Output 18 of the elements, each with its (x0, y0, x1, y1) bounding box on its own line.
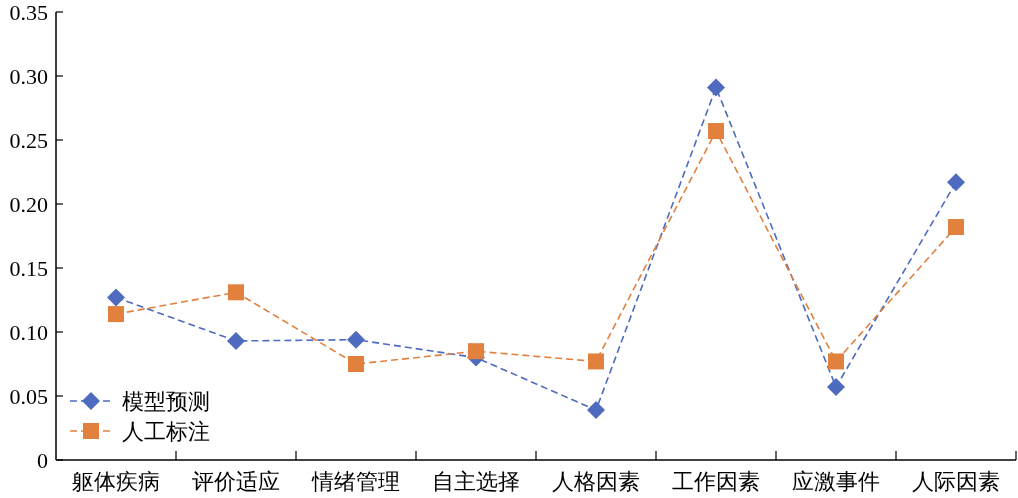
ytick-label: 0.10 (9, 319, 48, 345)
xtick-label: 情绪管理 (312, 469, 400, 494)
ytick-label: 0.15 (9, 255, 48, 281)
legend-label: 模型预测 (122, 388, 210, 414)
xtick-label: 工作因素 (672, 469, 760, 494)
ytick-label: 0.25 (9, 127, 48, 153)
ytick-label: 0.20 (9, 191, 48, 217)
legend-label: 人工标注 (122, 418, 210, 444)
xtick-label: 人际因素 (912, 469, 1000, 494)
ytick-label: 0.05 (9, 383, 48, 409)
xtick-label: 人格因素 (552, 469, 640, 494)
xtick-label: 评价适应 (192, 469, 280, 494)
xtick-label: 自主选择 (432, 469, 520, 494)
xtick-label: 应激事件 (792, 469, 880, 494)
ytick-label: 0.30 (9, 63, 48, 89)
ytick-label: 0 (37, 447, 48, 473)
ytick-label: 0.35 (9, 0, 48, 25)
xtick-label: 躯体疾病 (72, 469, 160, 494)
